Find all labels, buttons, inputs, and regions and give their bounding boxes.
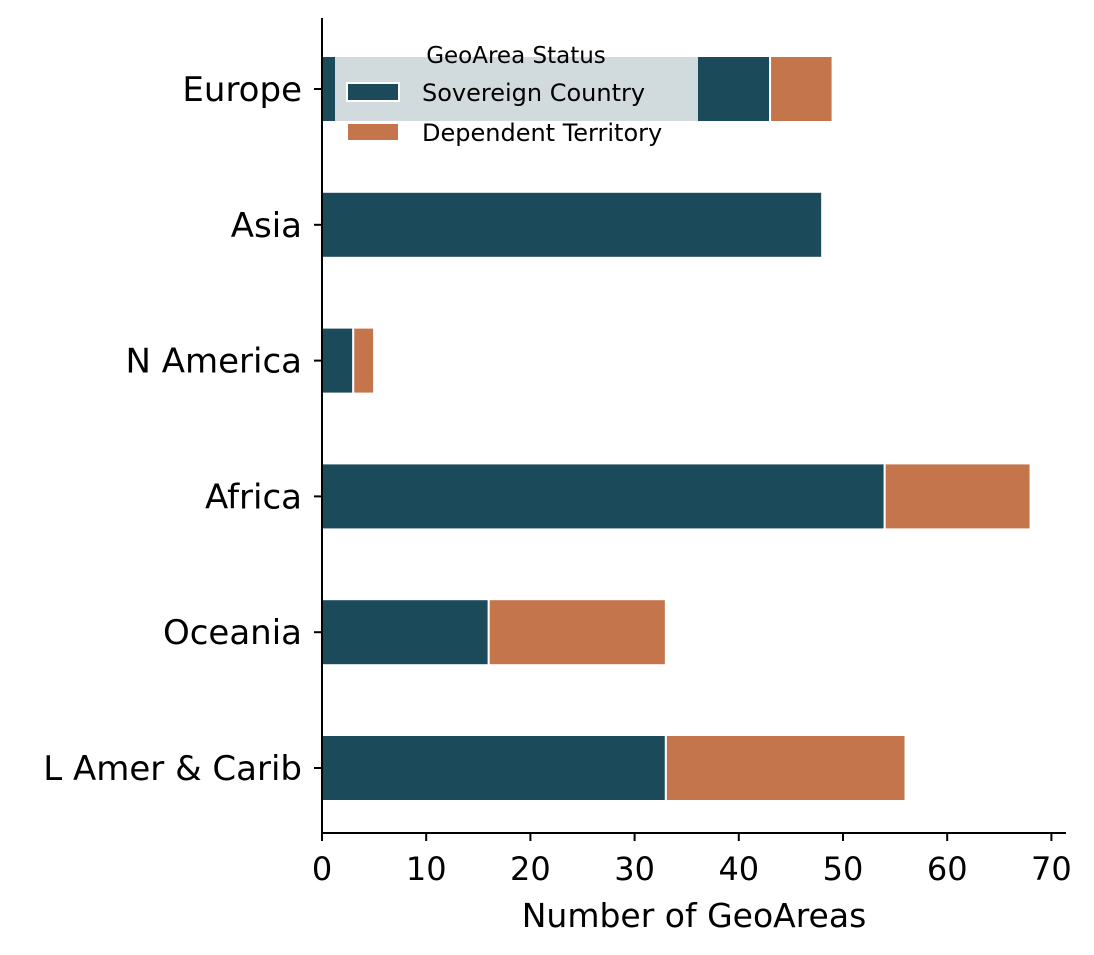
legend-label-dependent: Dependent Territory: [422, 119, 662, 147]
y-tick-label: Asia: [231, 206, 302, 246]
bar-dependent-l-amer-carib: [664, 734, 907, 802]
axes-layer: [321, 18, 1066, 834]
bar-dependent-n-america: [352, 326, 376, 395]
legend: GeoArea Status Sovereign Country Depende…: [335, 34, 698, 156]
x-axis-title: Number of GeoAreas: [522, 896, 867, 935]
y-tick-label: Africa: [205, 477, 302, 517]
bars-layer: [321, 55, 1032, 802]
bar-dependent-africa: [883, 462, 1032, 531]
y-tick-label: L Amer & Carib: [43, 749, 302, 789]
x-tick-label: 70: [1031, 850, 1072, 888]
legend-title: GeoArea Status: [426, 43, 606, 69]
x-tick-label: 40: [718, 850, 759, 888]
y-tick-label: Oceania: [163, 613, 302, 653]
bar-sovereign-asia: [321, 190, 824, 259]
bar-sovereign-n-america: [321, 326, 355, 395]
y-tick-label: Europe: [182, 70, 302, 110]
x-tick-label: 50: [823, 850, 864, 888]
bar-sovereign-l-amer-carib: [321, 734, 667, 802]
legend-swatch-sovereign: [346, 82, 400, 102]
legend-label-sovereign: Sovereign Country: [422, 79, 645, 107]
y-tick-label: N America: [126, 342, 303, 382]
x-ticks: 0 10 20 30 40 50 60 70: [312, 833, 1072, 888]
y-ticks: Europe Asia N America Africa Oceania L Amer &…: [43, 70, 322, 789]
x-tick-label: 10: [406, 850, 447, 888]
x-tick-label: 60: [927, 850, 968, 888]
x-tick-label: 0: [312, 850, 332, 888]
x-tick-label: 20: [510, 850, 551, 888]
bar-dependent-europe: [769, 55, 834, 123]
bar-sovereign-oceania: [321, 598, 490, 667]
bar-sovereign-africa: [321, 462, 886, 531]
legend-swatch-dependent: [346, 122, 400, 142]
bar-dependent-oceania: [487, 598, 667, 667]
x-tick-label: 30: [614, 850, 655, 888]
